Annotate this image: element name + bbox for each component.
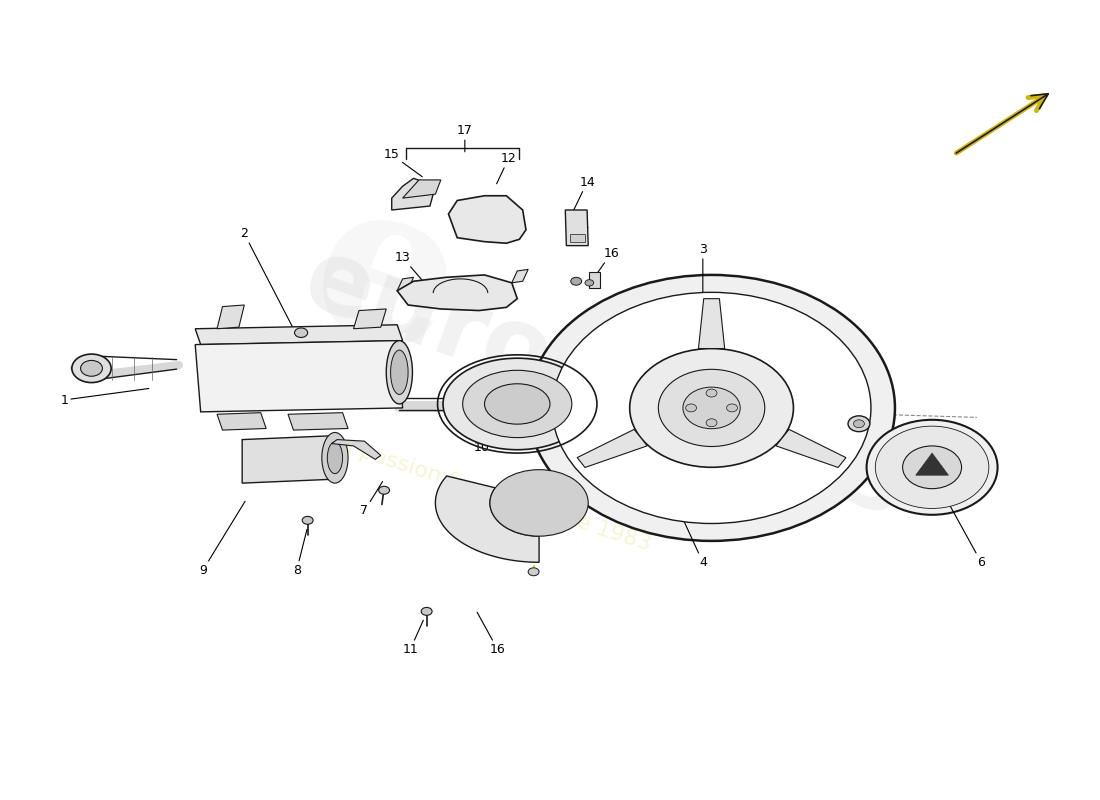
Text: 4: 4 [682, 518, 707, 569]
Text: 13: 13 [395, 251, 428, 287]
Ellipse shape [463, 370, 572, 438]
Polygon shape [332, 439, 381, 459]
Text: 7: 7 [361, 482, 383, 518]
Circle shape [685, 404, 696, 412]
Polygon shape [565, 210, 588, 246]
Text: 16: 16 [477, 612, 506, 656]
Polygon shape [217, 413, 266, 430]
Ellipse shape [328, 442, 342, 474]
Text: 6: 6 [939, 486, 986, 569]
Polygon shape [449, 196, 526, 243]
Polygon shape [512, 270, 528, 283]
Polygon shape [353, 309, 386, 329]
Text: 10: 10 [473, 426, 499, 454]
Text: 3: 3 [698, 243, 707, 294]
Circle shape [649, 434, 675, 453]
Polygon shape [578, 430, 647, 467]
Circle shape [629, 349, 793, 467]
Circle shape [585, 280, 594, 286]
Circle shape [854, 420, 865, 428]
Circle shape [295, 328, 308, 338]
Polygon shape [195, 325, 403, 345]
Text: 17: 17 [456, 124, 473, 152]
Circle shape [528, 275, 895, 541]
Circle shape [528, 568, 539, 576]
Circle shape [658, 370, 764, 446]
Text: e: e [286, 157, 487, 406]
Text: 5: 5 [770, 338, 792, 370]
Polygon shape [217, 305, 244, 329]
Circle shape [727, 404, 737, 412]
Circle shape [706, 419, 717, 426]
Circle shape [378, 486, 389, 494]
Ellipse shape [443, 358, 592, 450]
Ellipse shape [322, 433, 348, 483]
Circle shape [552, 292, 871, 523]
Circle shape [571, 278, 582, 286]
Text: 12: 12 [496, 152, 516, 184]
Circle shape [72, 354, 111, 382]
Ellipse shape [490, 470, 588, 536]
Polygon shape [397, 275, 517, 310]
Ellipse shape [386, 341, 412, 404]
Text: a passion for cars since 1983: a passion for cars since 1983 [338, 435, 653, 555]
Circle shape [848, 416, 870, 432]
Text: 15: 15 [384, 148, 422, 177]
Text: 16: 16 [593, 247, 619, 279]
Circle shape [903, 446, 961, 489]
Circle shape [876, 426, 989, 509]
Ellipse shape [484, 384, 550, 424]
Circle shape [706, 389, 717, 397]
Polygon shape [195, 341, 403, 412]
Text: 1: 1 [60, 389, 148, 406]
Polygon shape [590, 272, 601, 287]
Polygon shape [776, 430, 846, 467]
Text: s: s [675, 318, 861, 562]
Polygon shape [698, 298, 725, 349]
Text: 2: 2 [241, 227, 293, 326]
Polygon shape [436, 476, 539, 562]
Circle shape [80, 361, 102, 376]
Polygon shape [403, 180, 441, 198]
Text: 11: 11 [403, 620, 424, 656]
Text: 9: 9 [199, 502, 245, 577]
Text: 14: 14 [573, 176, 595, 211]
Polygon shape [915, 453, 948, 475]
Circle shape [683, 387, 740, 429]
Polygon shape [242, 436, 334, 483]
Polygon shape [570, 234, 585, 242]
Ellipse shape [390, 350, 408, 394]
Circle shape [867, 420, 998, 514]
Polygon shape [397, 278, 414, 290]
Circle shape [421, 607, 432, 615]
Polygon shape [392, 178, 436, 210]
Polygon shape [288, 413, 348, 430]
Text: 8: 8 [293, 530, 307, 577]
Circle shape [302, 516, 313, 524]
Text: eurospares: eurospares [292, 230, 918, 538]
